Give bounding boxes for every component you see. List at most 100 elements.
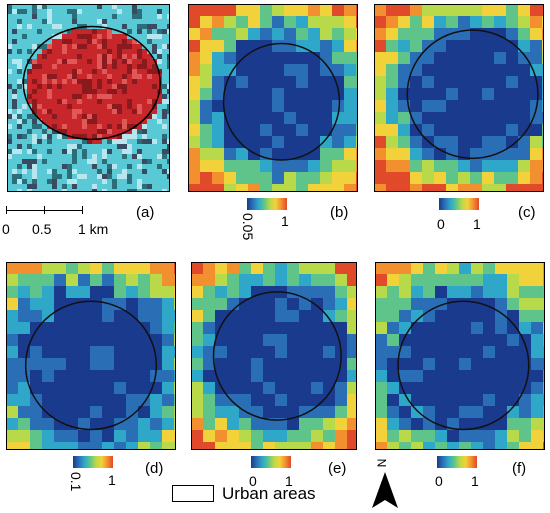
map-cell	[18, 310, 30, 322]
map-cell	[410, 76, 422, 88]
map-cell	[251, 442, 263, 450]
map-cell	[375, 322, 387, 334]
image-pixel	[82, 99, 87, 104]
map-cell	[200, 100, 212, 112]
map-cell	[215, 358, 227, 370]
map-cell	[311, 262, 323, 274]
map-cell	[399, 394, 411, 406]
image-pixel	[22, 59, 27, 64]
map-cell	[260, 88, 272, 100]
image-pixel	[127, 184, 132, 189]
image-pixel	[147, 189, 152, 192]
image-pixel	[122, 24, 127, 29]
map-cell	[236, 40, 248, 52]
image-pixel	[102, 44, 107, 49]
map-cell	[90, 274, 102, 286]
image-pixel	[62, 64, 67, 69]
image-pixel	[7, 134, 12, 139]
image-pixel	[17, 114, 22, 119]
image-pixel	[137, 109, 142, 114]
map-cell	[447, 346, 459, 358]
map-cell	[507, 322, 519, 334]
image-pixel	[57, 39, 62, 44]
map-cell	[410, 40, 422, 52]
map-cell	[422, 76, 434, 88]
image-pixel	[32, 129, 37, 134]
map-cell	[399, 322, 411, 334]
image-pixel	[97, 4, 102, 9]
image-pixel	[132, 159, 137, 164]
image-pixel	[167, 49, 170, 54]
image-pixel	[167, 24, 170, 29]
image-pixel	[152, 19, 157, 24]
map-cell	[42, 358, 54, 370]
image-pixel	[92, 89, 97, 94]
image-pixel	[87, 154, 92, 159]
image-pixel	[147, 109, 152, 114]
map-cell	[311, 430, 323, 442]
image-pixel	[107, 69, 112, 74]
image-pixel	[167, 189, 170, 192]
map-cell	[332, 172, 344, 184]
image-pixel	[122, 69, 127, 74]
map-cell	[284, 40, 296, 52]
image-pixel	[97, 149, 102, 154]
map-cell	[162, 370, 174, 382]
image-pixel	[27, 89, 32, 94]
image-pixel	[67, 119, 72, 124]
map-cell	[191, 274, 203, 286]
panel-d-map	[6, 262, 176, 450]
map-cell	[332, 40, 344, 52]
image-pixel	[102, 174, 107, 179]
image-pixel	[102, 69, 107, 74]
map-cell	[272, 88, 284, 100]
image-pixel	[12, 4, 17, 9]
image-pixel	[142, 144, 147, 149]
image-pixel	[7, 94, 12, 99]
image-pixel	[107, 24, 112, 29]
map-cell	[54, 334, 66, 346]
map-cell	[212, 100, 224, 112]
map-cell	[260, 124, 272, 136]
map-cell	[162, 334, 174, 346]
map-cell	[227, 406, 239, 418]
image-pixel	[147, 119, 152, 124]
map-cell	[387, 310, 399, 322]
image-pixel	[62, 179, 67, 184]
map-cell	[347, 394, 357, 406]
image-pixel	[72, 74, 77, 79]
image-pixel	[147, 149, 152, 154]
image-pixel	[52, 174, 57, 179]
image-pixel	[152, 34, 157, 39]
image-pixel	[117, 124, 122, 129]
map-cell	[518, 4, 530, 16]
image-pixel	[162, 79, 167, 84]
map-cell	[387, 322, 399, 334]
image-pixel	[157, 9, 162, 14]
map-cell	[30, 358, 42, 370]
map-cell	[263, 382, 275, 394]
map-cell	[386, 28, 398, 40]
map-cell	[126, 394, 138, 406]
image-pixel	[52, 29, 57, 34]
map-cell	[494, 76, 506, 88]
image-pixel	[57, 144, 62, 149]
map-cell	[335, 394, 347, 406]
map-cell	[470, 4, 482, 16]
colorbar-b	[247, 198, 287, 210]
image-pixel	[112, 154, 117, 159]
map-cell	[299, 382, 311, 394]
image-pixel	[12, 99, 17, 104]
image-pixel	[132, 104, 137, 109]
map-cell	[30, 298, 42, 310]
map-cell	[435, 430, 447, 442]
image-pixel	[37, 79, 42, 84]
map-cell	[447, 334, 459, 346]
image-pixel	[92, 29, 97, 34]
image-pixel	[142, 139, 147, 144]
map-cell	[519, 406, 531, 418]
image-pixel	[52, 189, 57, 192]
map-cell	[494, 40, 506, 52]
map-cell	[459, 406, 471, 418]
map-cell	[495, 382, 507, 394]
